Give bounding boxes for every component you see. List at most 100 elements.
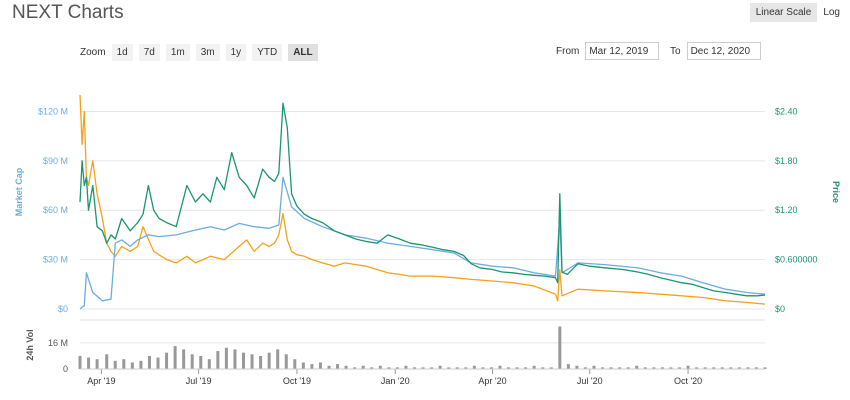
to-date-input[interactable] xyxy=(686,42,761,60)
volume-bar xyxy=(489,367,493,369)
volume-bar xyxy=(626,367,630,369)
market-cap-line xyxy=(79,176,766,310)
volume-tick-label: 16 M xyxy=(48,338,68,348)
right-tick-label: $0 xyxy=(775,304,785,314)
volume-bar xyxy=(558,326,562,369)
volume-bar xyxy=(481,367,485,369)
volume-bar xyxy=(695,367,699,369)
volume-bar xyxy=(583,367,587,369)
volume-bar xyxy=(327,365,331,369)
volume-bar xyxy=(216,351,220,369)
price-line xyxy=(79,102,766,297)
zoom-bar: Zoom 1d 7d 1m 3m 1y YTD ALL xyxy=(80,44,324,61)
volume-bar xyxy=(729,367,733,369)
volume-bar xyxy=(318,362,322,369)
volume-bar xyxy=(532,365,536,369)
linear-scale-button[interactable]: Linear Scale xyxy=(749,3,818,22)
volume-bar xyxy=(421,367,425,369)
volume-bar xyxy=(549,367,553,369)
market-cap-axis-label: Market Cap xyxy=(14,167,24,216)
left-tick-label: $30 M xyxy=(43,255,68,265)
date-from: From xyxy=(556,42,660,60)
volume-bar xyxy=(182,349,186,369)
left-tick-label: $60 M xyxy=(43,205,68,215)
volume-bar xyxy=(250,354,254,369)
left-tick-label: $0 xyxy=(58,304,68,314)
volume-bar xyxy=(720,367,724,369)
volume-bar xyxy=(173,346,177,369)
log-scale-button[interactable]: Log xyxy=(823,7,840,18)
volume-bar xyxy=(686,365,690,369)
volume-bar xyxy=(113,360,117,369)
orange-series-line xyxy=(79,94,766,305)
volume-bar xyxy=(344,365,348,369)
volume-bar xyxy=(301,362,305,369)
right-tick-label: $1.20 xyxy=(775,205,798,215)
volume-bar xyxy=(370,367,374,369)
volume-bar xyxy=(95,359,99,369)
chart-title: NEXT Charts xyxy=(12,2,124,23)
zoom-3m-button[interactable]: 3m xyxy=(195,44,220,61)
zoom-7d-button[interactable]: 7d xyxy=(138,44,160,61)
volume-bar xyxy=(592,365,596,369)
x-tick-label: Apr '19 xyxy=(87,376,115,386)
date-to: To xyxy=(670,42,761,60)
volume-bar xyxy=(207,359,211,369)
volume-bar xyxy=(233,349,237,369)
volume-bar xyxy=(652,367,656,369)
volume-bar xyxy=(524,367,528,369)
volume-bar xyxy=(601,367,605,369)
volume-bar xyxy=(395,367,399,369)
volume-bar xyxy=(635,365,639,369)
volume-bar xyxy=(293,359,297,369)
zoom-1m-button[interactable]: 1m xyxy=(165,44,190,61)
volume-bar xyxy=(515,367,519,369)
zoom-label: Zoom xyxy=(80,47,106,58)
volume-bar xyxy=(378,365,382,369)
scale-toggle: Linear Scale Log xyxy=(749,3,846,22)
volume-bar xyxy=(712,367,716,369)
volume-bar xyxy=(566,364,570,369)
volume-bar xyxy=(609,367,613,369)
zoom-1d-button[interactable]: 1d xyxy=(111,44,133,61)
volume-bar xyxy=(643,367,647,369)
volume-bar xyxy=(737,367,741,369)
zoom-ytd-button[interactable]: YTD xyxy=(252,44,283,61)
volume-bar xyxy=(618,367,622,369)
volume-bar xyxy=(259,355,263,369)
volume-bar xyxy=(678,367,682,369)
x-tick-label: Jan '20 xyxy=(381,376,410,386)
volume-bar xyxy=(336,364,340,369)
volume-bar xyxy=(199,355,203,369)
volume-bar xyxy=(87,357,91,369)
volume-bar xyxy=(130,362,134,369)
volume-axis-label: 24h Vol xyxy=(25,329,35,360)
zoom-1y-button[interactable]: 1y xyxy=(225,44,247,61)
x-tick-label: Jul '20 xyxy=(577,376,603,386)
volume-bar xyxy=(746,367,750,369)
volume-bar xyxy=(310,364,314,369)
right-tick-label: $1.80 xyxy=(775,156,798,166)
zoom-all-button[interactable]: ALL xyxy=(288,44,318,61)
volume-bar xyxy=(660,367,664,369)
price-axis-label: Price xyxy=(831,181,841,203)
volume-bar xyxy=(447,367,451,369)
volume-bar xyxy=(464,367,468,369)
volume-bar xyxy=(190,354,194,369)
volume-bar xyxy=(575,365,579,369)
volume-bar xyxy=(284,354,288,369)
x-tick-label: Oct '20 xyxy=(674,376,702,386)
volume-bar xyxy=(455,367,459,369)
volume-bar xyxy=(498,365,502,369)
volume-tick-label: 0 xyxy=(63,364,68,374)
from-date-input[interactable] xyxy=(585,42,660,60)
volume-bar xyxy=(763,367,767,369)
right-tick-label: $2.40 xyxy=(775,106,798,116)
volume-bar xyxy=(507,367,511,369)
volume-bar xyxy=(703,367,707,369)
left-tick-label: $90 M xyxy=(43,156,68,166)
volume-bar xyxy=(412,367,416,369)
volume-bar xyxy=(105,354,109,369)
x-tick-label: Apr '20 xyxy=(478,376,506,386)
volume-bar xyxy=(361,365,365,369)
